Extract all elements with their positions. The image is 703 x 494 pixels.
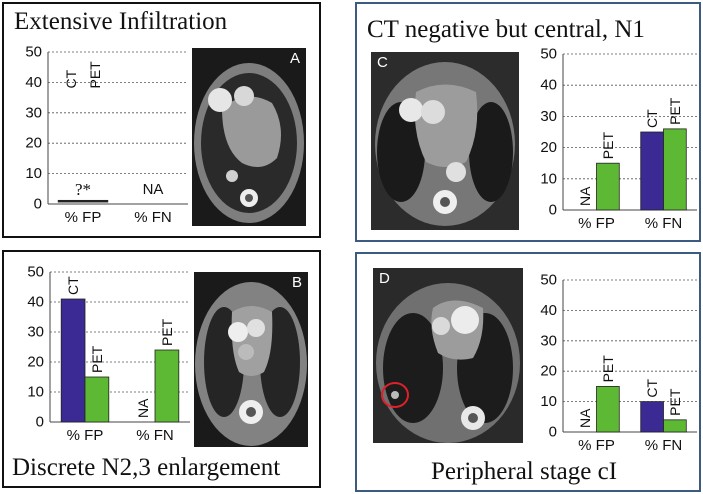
bar-pet-1 bbox=[663, 419, 687, 433]
bar-pet-1 bbox=[663, 128, 687, 211]
y-tick-label: 30 bbox=[540, 108, 557, 125]
bar-label: PET bbox=[600, 355, 616, 383]
x-tick-label: % FN bbox=[134, 209, 172, 226]
annotation-label: NA bbox=[143, 181, 164, 198]
bar-label: PET bbox=[667, 97, 683, 125]
y-tick-label: 0 bbox=[34, 196, 42, 213]
bar-label: NA bbox=[577, 186, 593, 206]
panel-title: Discrete N2,3 enlargement bbox=[12, 454, 281, 481]
x-tick-label: % FP bbox=[578, 215, 615, 232]
y-tick-label: 10 bbox=[540, 170, 557, 187]
x-tick-label: % FN bbox=[136, 427, 174, 444]
minimal-bar-marker bbox=[57, 199, 109, 203]
y-tick-label: 50 bbox=[540, 272, 557, 289]
panel-title: Extensive Infiltration bbox=[14, 8, 228, 35]
nodule-marker-circle bbox=[381, 382, 409, 408]
bar-ct-1 bbox=[640, 131, 664, 211]
y-tick-label: 10 bbox=[25, 165, 42, 182]
y-tick-label: 30 bbox=[27, 324, 44, 341]
y-tick-label: 40 bbox=[540, 77, 557, 94]
y-tick-label: 50 bbox=[25, 44, 42, 61]
annotation-label: ?* bbox=[75, 180, 91, 199]
bar-pet-1 bbox=[154, 349, 180, 423]
y-tick-label: 30 bbox=[25, 104, 42, 121]
ct-scan-image-b: B bbox=[194, 272, 308, 447]
y-tick-label: 20 bbox=[540, 363, 557, 380]
y-tick-label: 0 bbox=[36, 414, 44, 431]
bar-label: PET bbox=[667, 388, 683, 416]
bar-pet-0 bbox=[84, 376, 110, 423]
ct-scan-image-a: A bbox=[192, 48, 306, 226]
x-tick-label: % FP bbox=[578, 437, 615, 454]
y-tick-label: 20 bbox=[27, 354, 44, 371]
bar-label: NA bbox=[577, 408, 593, 428]
y-tick-label: 30 bbox=[540, 332, 557, 349]
ct-scan-image-c: C bbox=[371, 52, 519, 230]
series-header-label: PET bbox=[87, 61, 103, 89]
image-letter: A bbox=[289, 50, 300, 67]
y-tick-label: 50 bbox=[540, 46, 557, 63]
bar-label: PET bbox=[89, 345, 105, 373]
bar-label: CT bbox=[644, 378, 660, 397]
bar-label: CT bbox=[65, 276, 81, 295]
bar-label: PET bbox=[600, 132, 616, 160]
bar-pet-0 bbox=[596, 162, 620, 211]
x-tick-label: % FP bbox=[67, 427, 104, 444]
y-tick-label: 10 bbox=[27, 384, 44, 401]
bar-ct-0 bbox=[60, 298, 86, 423]
y-tick-label: 40 bbox=[27, 294, 44, 311]
panel-ct-negative-central-n1: CT negative but central, N1 C 0 10 20 30 40 5… bbox=[355, 2, 701, 242]
ct-scan-image-d: D bbox=[373, 268, 523, 443]
y-tick-label: 20 bbox=[540, 139, 557, 156]
bar-label: NA bbox=[135, 398, 151, 418]
panel-title: Peripheral stage cI bbox=[431, 458, 618, 485]
image-letter: B bbox=[291, 274, 302, 291]
series-header-label: CT bbox=[63, 69, 79, 88]
panel-extensive-infiltration: Extensive Infiltration 0 10 20 30 40 50 % FP % … bbox=[2, 2, 321, 238]
y-tick-label: 0 bbox=[549, 424, 557, 441]
panel-peripheral-stage-ci: D 0 10 20 30 40 50 % FP % FN NA CT PET PET Peripher… bbox=[355, 252, 701, 492]
y-tick-label: 40 bbox=[25, 74, 42, 91]
y-tick-label: 40 bbox=[540, 302, 557, 319]
bar-chart: 0 10 20 30 40 50 % FP % FN CT PET ?* NA bbox=[25, 44, 188, 226]
x-tick-label: % FN bbox=[645, 215, 683, 232]
bar-label: CT bbox=[644, 109, 660, 128]
panel-title: CT negative but central, N1 bbox=[367, 16, 645, 43]
y-tick-label: 0 bbox=[549, 202, 557, 219]
bar-ct-1 bbox=[640, 401, 664, 433]
image-letter: C bbox=[377, 54, 388, 71]
x-tick-label: % FP bbox=[65, 209, 102, 226]
image-letter: D bbox=[379, 270, 390, 287]
panel-discrete-n23-enlargement: 0 10 20 30 40 50 % FP % FN CT NA PET PET B Discrete… bbox=[2, 250, 321, 488]
bar-pet-0 bbox=[596, 386, 620, 433]
y-tick-label: 20 bbox=[25, 135, 42, 152]
x-tick-label: % FN bbox=[645, 437, 683, 454]
y-tick-label: 50 bbox=[27, 264, 44, 281]
y-tick-label: 10 bbox=[540, 393, 557, 410]
bar-chart: 0 10 20 30 40 50 % FP % FN NA CT PET PET bbox=[540, 272, 697, 454]
bar-label: PET bbox=[159, 318, 175, 346]
bar-chart: 0 10 20 30 40 50 % FP % FN NA CT PET PET bbox=[540, 46, 697, 232]
bar-chart: 0 10 20 30 40 50 % FP % FN CT NA PET PET bbox=[27, 264, 190, 444]
